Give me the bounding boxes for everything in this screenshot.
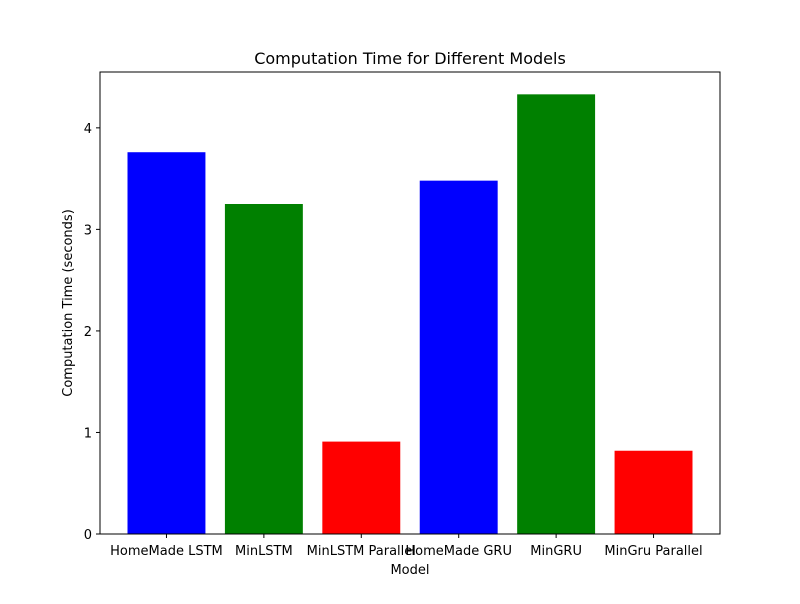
plot-frame (99, 71, 721, 535)
bar-3 (419, 180, 498, 534)
x-tick-label-5: MinGru Parallel (604, 544, 702, 559)
y-tick-label-4: 4 (84, 122, 92, 137)
ticks-layer: HomeMade LSTM MinLSTM MinLSTM ParallelHome… (84, 122, 703, 559)
y-tick-label-1: 1 (84, 426, 92, 441)
x-tick-label-4: MinGRU (530, 544, 582, 559)
x-tick-label-0: HomeMade LSTM (110, 544, 223, 559)
bars-layer (127, 94, 693, 534)
bar-5 (614, 450, 693, 534)
x-tick-label-3: HomeMade GRU (405, 544, 512, 559)
y-tick-label-2: 2 (84, 325, 92, 340)
y-tick-label-0: 0 (84, 528, 92, 543)
chart-title: Computation Time for Different Models (254, 49, 566, 68)
bar-1 (224, 204, 303, 534)
bar-0 (127, 152, 206, 534)
x-axis-label: Model (390, 563, 429, 578)
bar-4 (517, 94, 596, 534)
y-axis-label: Computation Time (seconds) (61, 209, 76, 397)
bar-2 (322, 441, 401, 534)
x-tick-label-2: MinLSTM Parallel (307, 544, 416, 559)
x-tick-label-1: MinLSTM (235, 544, 293, 559)
y-tick-label-3: 3 (84, 223, 92, 238)
